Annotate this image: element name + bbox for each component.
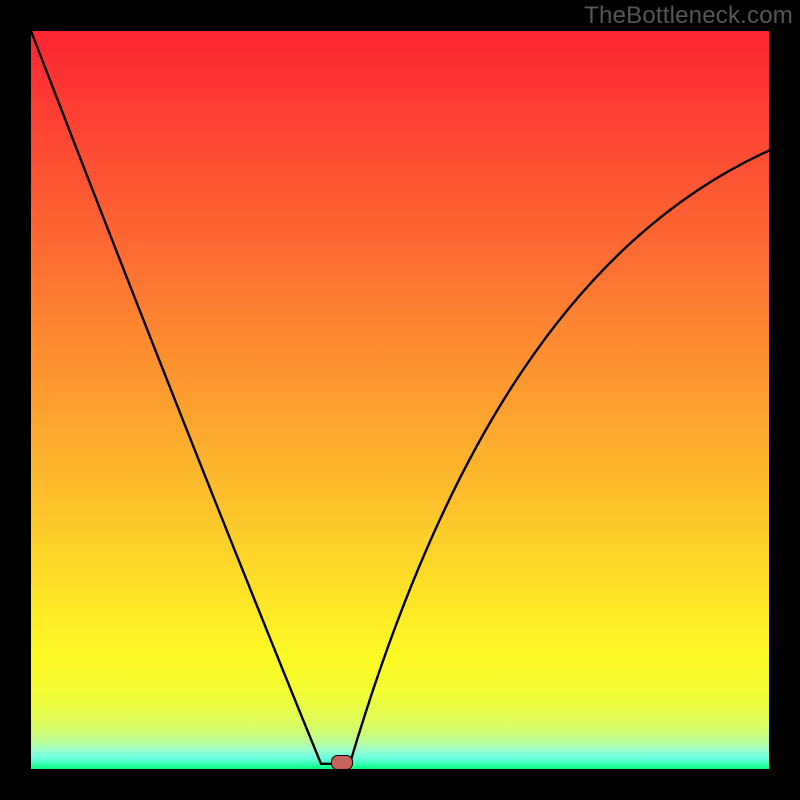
valley-marker [331, 755, 353, 770]
curve-path [31, 31, 769, 764]
chart-stage: TheBottleneck.com [0, 0, 800, 800]
watermark-text: TheBottleneck.com [584, 2, 793, 30]
bottleneck-curve [0, 0, 800, 800]
